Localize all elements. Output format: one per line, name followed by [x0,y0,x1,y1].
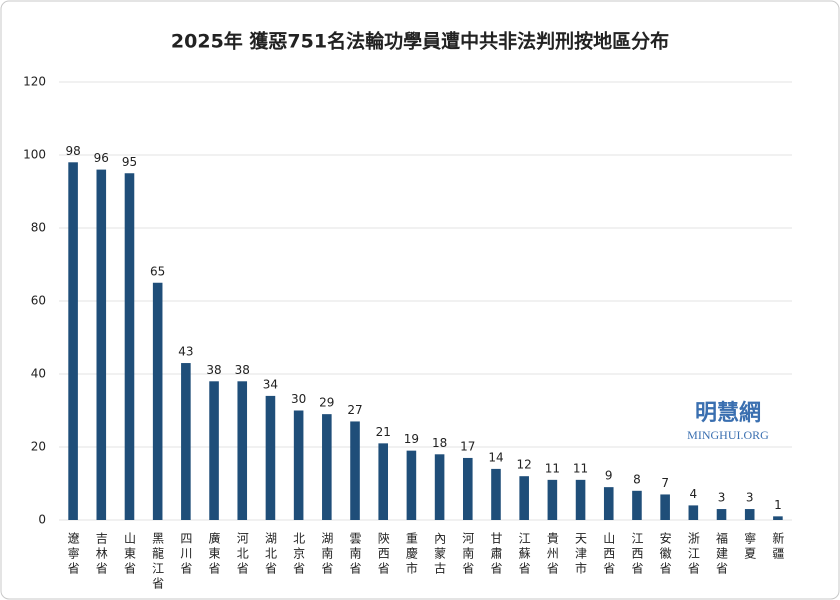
bar [660,494,670,520]
bar [293,410,304,520]
x-tick-label: 甘肅省 [489,532,503,577]
bar [96,169,107,520]
bar [124,173,135,520]
data-label: 1 [774,498,782,512]
data-label: 9 [605,469,613,483]
bar [322,414,332,520]
y-tick-label: 60 [31,294,46,308]
x-tick-label: 新疆 [771,531,785,562]
watermark-site: MINGHUI.ORG [687,428,769,442]
bar [350,421,360,520]
x-tick-label: 山東省 [122,532,136,577]
y-tick-label: 0 [38,513,46,527]
x-tick-label: 雲南省 [348,532,362,577]
bar [406,450,417,520]
x-tick-label: 江西省 [630,532,644,577]
chart-title: 2025年 獲惡751名法輪功學員遭中共非法判刑按地區分布 [171,30,669,53]
bar [237,381,248,520]
data-label: 96 [94,151,109,165]
data-label: 8 [633,472,641,486]
y-tick-label: 40 [31,367,46,381]
bar [773,516,783,520]
x-tick-label: 山西省 [602,532,616,577]
bar [716,509,727,520]
x-tick-label: 廣東省 [207,532,221,577]
x-tick-label: 河南省 [461,532,475,577]
data-label: 38 [206,363,221,377]
data-label: 18 [432,436,447,450]
x-tick-label: 福建省 [715,531,729,577]
x-tick-label: 江蘇省 [517,532,531,577]
y-tick-label: 20 [31,440,46,454]
data-label: 11 [573,461,588,475]
x-tick-label: 湖南省 [320,531,334,577]
watermark-logo: 明慧網 [695,400,761,426]
bar [519,476,529,520]
data-label: 14 [488,450,503,464]
data-label: 43 [178,345,193,359]
x-tick-label: 陝西省 [376,531,390,577]
x-tick-label: 黑龍江省 [151,532,165,592]
y-tick-label: 120 [23,75,46,89]
x-tick-label: 安徽省 [658,531,672,577]
bar [491,468,501,520]
bar [744,509,755,520]
data-label: 21 [376,425,391,439]
bar [181,363,191,520]
x-tick-label: 吉林省 [94,532,108,577]
data-label: 19 [404,432,419,446]
bar [434,454,445,520]
x-tick-label: 遼寧省 [66,532,80,577]
x-tick-label: 內蒙古 [433,532,447,577]
x-tick-label: 寧夏 [743,531,757,562]
bar [603,487,614,520]
x-tick-label: 浙江省 [686,532,700,577]
data-label: 98 [65,144,80,158]
x-tick-label: 四川省 [179,532,193,577]
x-tick-label: 天津市 [574,532,588,577]
data-label: 7 [661,476,669,490]
data-label: 27 [347,403,362,417]
bar [632,490,642,520]
x-tick-label: 重慶市 [404,532,418,577]
data-label: 3 [718,491,726,505]
x-tick-label: 湖北省 [263,531,277,577]
bar [265,395,276,520]
bar [575,479,586,520]
data-label: 65 [150,264,165,278]
data-label: 4 [690,487,698,501]
data-label: 34 [263,377,278,391]
data-label: 17 [460,439,475,453]
x-tick-label: 河北省 [235,532,249,577]
bar [462,457,473,520]
bar [209,381,219,520]
x-tick-label: 貴州省 [545,532,559,577]
data-label: 30 [291,392,306,406]
bar [547,479,558,520]
data-label: 3 [746,491,754,505]
bar [152,282,163,520]
y-tick-label: 80 [31,221,46,235]
data-label: 11 [545,461,560,475]
data-label: 12 [517,458,532,472]
data-label: 95 [122,155,137,169]
bar [68,162,78,521]
bar [688,505,699,520]
x-tick-label: 北京省 [292,532,306,577]
y-tick-label: 100 [23,148,46,162]
bar [378,443,389,520]
data-label: 38 [235,363,250,377]
data-label: 29 [319,396,334,410]
